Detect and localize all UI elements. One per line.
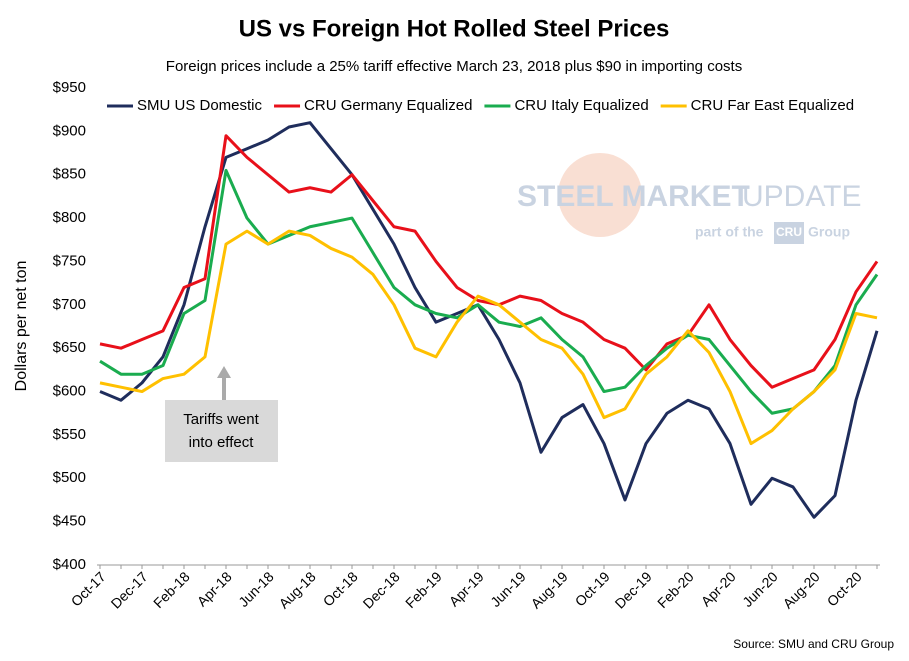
y-tick-label: $650: [53, 339, 86, 356]
series-line: [99, 121, 879, 519]
y-tick-label: $850: [53, 166, 86, 183]
y-tick-label: $700: [53, 296, 86, 313]
watermark-text: CRU: [776, 225, 802, 239]
x-tick-label: Dec-17: [108, 568, 151, 611]
y-tick-label: $450: [53, 513, 86, 530]
y-tick-label: $950: [53, 79, 86, 96]
legend-label: SMU US Domestic: [137, 97, 263, 114]
x-tick-label: Oct-19: [572, 568, 613, 609]
x-tick-label: Dec-18: [360, 568, 403, 611]
watermark-brand: STEEL MARKET: [517, 180, 750, 213]
x-tick-label: Dec-19: [612, 568, 655, 611]
source: Source: SMU and CRU Group: [733, 637, 894, 651]
legend-label: CRU Italy Equalized: [514, 97, 648, 114]
annotation: into effect: [189, 434, 255, 451]
x-tick-label: Apr-18: [194, 568, 235, 609]
series-line: [99, 134, 879, 389]
x-tick-label: Apr-20: [698, 568, 739, 609]
y-tick-label: $500: [53, 469, 86, 486]
y-tick-label: $400: [53, 556, 86, 573]
y-axis-label: Dollars per net ton: [13, 261, 30, 392]
watermark-text: part of the: [695, 224, 764, 240]
watermark-logo: [558, 153, 642, 237]
chart-subtitle: Foreign prices include a 25% tariff effe…: [166, 58, 742, 75]
legend-label: CRU Germany Equalized: [304, 97, 472, 114]
x-tick-label: Jun-20: [739, 568, 781, 610]
legend-label: CRU Far East Equalized: [691, 97, 854, 114]
annotation: Tariffs went: [183, 411, 259, 428]
annotation-arrowhead: [217, 366, 231, 378]
watermark-brand: UPDATE: [742, 180, 861, 213]
watermark: STEEL MARKET UPDATE part of the CRU Grou…: [517, 153, 861, 244]
x-tick-label: Aug-20: [779, 568, 822, 611]
y-tick-label: $600: [53, 383, 86, 400]
watermark-box: [774, 222, 804, 244]
x-tick-label: Feb-20: [654, 568, 697, 611]
x-tick-label: Oct-20: [824, 568, 865, 609]
x-tick-label: Aug-18: [275, 568, 318, 611]
y-tick-label: $550: [53, 426, 86, 443]
y-tick-label: $800: [53, 209, 86, 226]
x-tick-label: Feb-19: [402, 568, 445, 611]
x-tick-label: Jun-18: [235, 568, 277, 610]
x-tick-label: Oct-18: [320, 568, 361, 609]
x-tick-label: Apr-19: [446, 568, 487, 609]
watermark-text: Group: [808, 224, 850, 240]
chart-title: US vs Foreign Hot Rolled Steel Prices: [239, 15, 670, 42]
annotation-box: [165, 400, 278, 462]
series-line: [99, 168, 879, 415]
y-tick-label: $750: [53, 252, 86, 269]
x-tick-label: Aug-19: [527, 568, 570, 611]
series-line: [99, 229, 878, 446]
x-tick-label: Oct-17: [68, 568, 109, 609]
x-tick-label: Jun-19: [487, 568, 529, 610]
x-tick-label: Feb-18: [150, 568, 193, 611]
y-tick-label: $900: [53, 122, 86, 139]
